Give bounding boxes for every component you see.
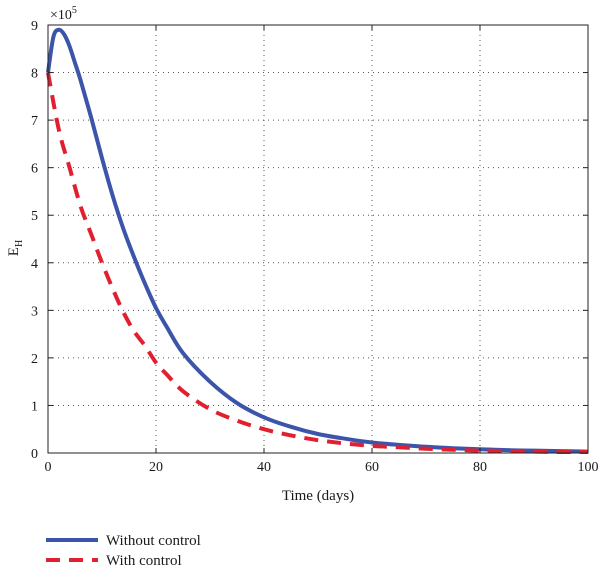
x-tick-label: 20 [149,460,163,475]
series-lines [46,27,589,455]
x-tick-label: 0 [45,460,52,475]
legend-label-without-control: Without control [106,533,201,549]
y-tick-label: 3 [31,304,38,319]
x-tick-label: 40 [257,460,271,475]
y-tick-label: 4 [31,257,38,272]
y-multiplier-exponent: 5 [72,5,77,16]
y-axis-label-main: E [6,247,22,256]
series-line-with-control [46,72,589,455]
legend: Without control With control [46,533,201,569]
axis-ticks: 0 20 40 60 80 100 0 1 2 3 4 5 6 7 8 9 [31,19,599,475]
x-tick-label: 80 [473,460,487,475]
y-tick-label: 6 [31,162,38,177]
legend-label-with-control: With control [106,553,182,569]
y-multiplier: ×105 [50,5,77,23]
y-tick-label: 5 [31,209,38,224]
y-tick-label: 0 [31,447,38,462]
x-axis-label: Time (days) [282,488,354,504]
y-tick-label: 2 [31,352,38,367]
x-tick-label: 100 [578,460,599,475]
y-tick-label: 7 [31,114,38,129]
y-tick-label: 9 [31,19,38,34]
y-tick-label: 8 [31,67,38,82]
y-axis-label-sub: H [14,240,25,247]
plot-frame [47,24,589,454]
y-multiplier-base: ×10 [50,8,72,23]
x-tick-label: 60 [365,460,379,475]
y-axis-label: EH [6,240,25,256]
y-tick-label: 1 [31,399,38,414]
